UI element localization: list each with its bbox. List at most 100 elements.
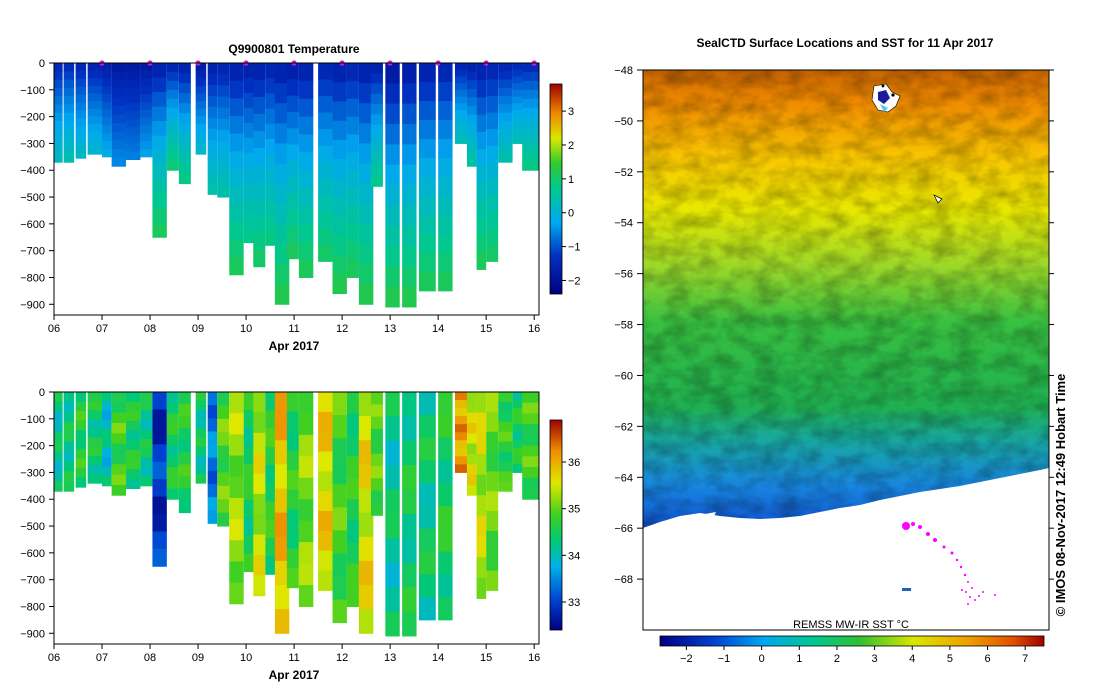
salinity-profile-cell bbox=[286, 528, 299, 550]
temperature-profile-cell bbox=[63, 87, 75, 97]
temperature-profile-cell bbox=[265, 78, 278, 94]
salinity-profile-cell bbox=[370, 441, 383, 455]
salinity-profile-cell bbox=[87, 464, 103, 475]
salinity-profile-cell bbox=[522, 413, 539, 425]
salinity-profile-cell bbox=[385, 538, 400, 564]
temperature-profile-cell bbox=[195, 116, 207, 125]
temperature-profile-cell bbox=[370, 134, 383, 146]
salinity-profile-cell bbox=[140, 401, 153, 412]
temperature-profile-cell bbox=[166, 134, 179, 144]
temperature-profile-cell bbox=[87, 138, 103, 148]
y-tick-label: −900 bbox=[20, 299, 45, 311]
x-tick-label: 14 bbox=[432, 323, 444, 335]
temperature-profile-cell bbox=[418, 176, 436, 197]
temperature-profile-cell bbox=[265, 154, 278, 170]
salinity-profile-cell bbox=[512, 392, 525, 401]
salinity-profile-cell bbox=[522, 467, 539, 479]
temperature-profile-cell bbox=[207, 73, 218, 86]
colorbar-tick-label: 34 bbox=[568, 550, 580, 562]
salinity-profile-cell bbox=[87, 437, 103, 448]
salinity-profile-cell bbox=[265, 537, 278, 557]
temperature-profile-cell bbox=[217, 107, 230, 120]
temperature-profile-cell bbox=[274, 163, 290, 185]
temperature-profile-cell bbox=[274, 203, 290, 225]
salinity-profile-cell bbox=[217, 472, 230, 487]
y-tick-label: −500 bbox=[20, 521, 45, 533]
ice-floe bbox=[690, 512, 716, 520]
temperature-profile-cell bbox=[111, 106, 127, 116]
salinity-profile-cell bbox=[207, 497, 218, 511]
salinity-profile-cell bbox=[498, 481, 513, 492]
salinity-profile-cell bbox=[140, 467, 153, 477]
temperature-profile-cell bbox=[298, 205, 314, 225]
salinity-profile-cell bbox=[318, 570, 333, 591]
y-tick-label: −600 bbox=[20, 219, 45, 231]
temperature-profile-cell bbox=[298, 259, 314, 278]
temperature-profile-cell bbox=[265, 93, 278, 110]
temperature-profile-cell bbox=[402, 184, 417, 206]
salinity-profile-cell bbox=[217, 512, 230, 527]
x-tick-label: 16 bbox=[528, 652, 540, 664]
temperature-profile-cell bbox=[274, 123, 290, 144]
salinity-profile-cell bbox=[195, 455, 207, 466]
salinity-profile-cell bbox=[274, 609, 290, 634]
temperature-profile-cell bbox=[454, 83, 467, 91]
salinity-profile-cell bbox=[217, 392, 230, 406]
temperature-profile-cell bbox=[385, 164, 400, 186]
salinity-profile-cell bbox=[286, 568, 299, 589]
salinity-profile-cell bbox=[476, 515, 487, 537]
salinity-profile-cell bbox=[512, 456, 525, 465]
temperature-chart-title: Q9900801 Temperature bbox=[228, 42, 360, 56]
salinity-profile-cell bbox=[229, 519, 244, 541]
salinity-profile-cell bbox=[466, 453, 477, 465]
temperature-profile-cell bbox=[418, 271, 436, 292]
salinity-profile-cell bbox=[195, 464, 207, 475]
salinity-profile-cell bbox=[243, 427, 255, 447]
temperature-profile-cell bbox=[265, 184, 278, 201]
salinity-profile-cell bbox=[265, 410, 278, 429]
salinity-profile-cell bbox=[418, 597, 436, 621]
x-tick-label: 13 bbox=[384, 652, 396, 664]
salinity-profile-cell bbox=[217, 432, 230, 447]
salinity-profile-cell bbox=[332, 599, 347, 624]
salinity-profile-cell bbox=[522, 424, 539, 436]
salinity-profile-cell bbox=[486, 471, 499, 492]
salinity-profile-cell bbox=[402, 465, 417, 491]
temperature-profile-cell bbox=[253, 164, 266, 183]
temperature-profile-cell bbox=[512, 63, 525, 71]
temperature-profile-cell bbox=[332, 235, 347, 256]
colorbar-tick-label: 0 bbox=[568, 208, 574, 220]
sst-celsius-tick-label: −1 bbox=[718, 653, 731, 665]
temperature-profile-cell bbox=[438, 138, 453, 159]
salinity-profile-cell bbox=[111, 433, 127, 445]
salinity-profile-cell bbox=[274, 512, 290, 538]
temperature-profile-cell bbox=[476, 252, 487, 270]
temperature-profile-cell bbox=[54, 145, 63, 155]
salinity-profile-cell bbox=[466, 402, 477, 414]
temperature-profile-cell bbox=[298, 80, 314, 100]
salinity-profile-cell bbox=[438, 414, 453, 439]
salinity-profile-cell bbox=[385, 392, 400, 417]
temperature-profile-cell bbox=[243, 212, 255, 229]
temperature-profile-cell bbox=[87, 70, 103, 79]
salinity-profile-cell bbox=[476, 433, 487, 455]
temperature-profile-cell bbox=[466, 71, 477, 81]
latitude-tick-label: −56 bbox=[614, 269, 633, 281]
salinity-profile-cell bbox=[476, 495, 487, 517]
temperature-profile-cell bbox=[318, 195, 333, 213]
temperature-profile-cell bbox=[418, 157, 436, 178]
y-tick-label: −600 bbox=[20, 548, 45, 560]
temperature-profile-cell bbox=[111, 80, 127, 90]
salinity-profile-cell bbox=[87, 392, 103, 402]
temperature-profile-cell bbox=[111, 149, 127, 159]
temperature-profile-cell bbox=[102, 141, 112, 150]
temperature-profile-cell bbox=[207, 63, 218, 75]
x-tick-label: 16 bbox=[528, 323, 540, 335]
salinity-profile-cell bbox=[358, 392, 374, 417]
temperature-profile-cell bbox=[152, 92, 167, 108]
temperature-profile-cell bbox=[111, 63, 127, 73]
temperature-profile-cell bbox=[54, 129, 63, 138]
temperature-profile-cell bbox=[102, 78, 112, 87]
seal-track-point bbox=[933, 538, 937, 542]
temperature-profile-cell bbox=[166, 152, 179, 162]
